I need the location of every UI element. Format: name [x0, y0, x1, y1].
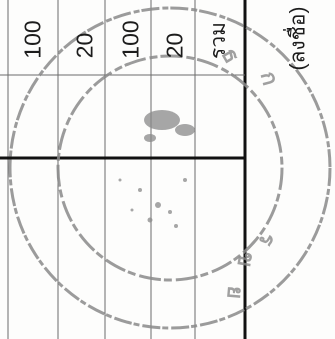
- value-cell-3: 100: [117, 20, 144, 59]
- signature-label: (ลงชื่อ): [286, 6, 310, 71]
- svg-text:ก: ก: [255, 69, 283, 88]
- svg-text:ร: ร: [253, 230, 281, 250]
- value-cell-2: 20: [71, 32, 98, 59]
- svg-text:ย: ย: [221, 285, 247, 300]
- total-label: รวม: [206, 22, 230, 59]
- svg-text:ข: ข: [232, 250, 259, 269]
- value-cell-1: 100: [19, 20, 46, 59]
- value-cell-4: 20: [161, 32, 188, 59]
